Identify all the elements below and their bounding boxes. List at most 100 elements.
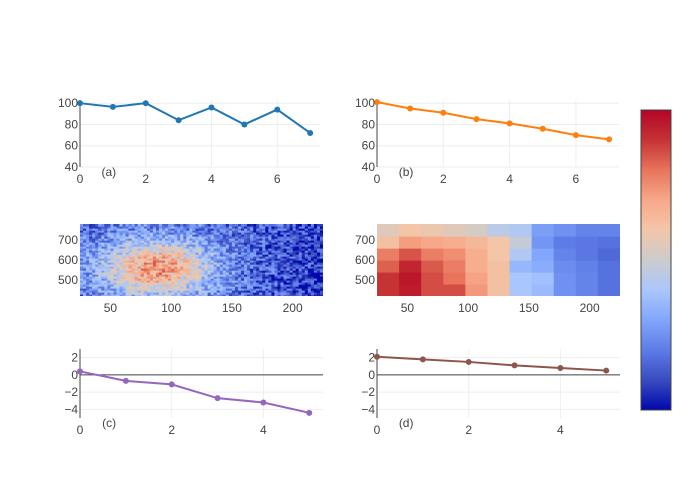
heatmap-cell [234,252,239,255]
heatmap-cell [228,242,233,245]
heatmap-cell [225,266,230,269]
heatmap-cell [240,276,245,279]
heatmap-cell [98,240,102,243]
heatmap-cell [265,238,269,241]
heatmap-cell [183,242,187,245]
heatmap-cell [192,278,197,281]
heatmap-cell [256,240,260,243]
heatmap-cell [137,280,142,283]
heatmap-cell [140,236,145,239]
heatmap-cell [319,268,323,271]
heatmap-cell [86,272,90,275]
heatmap-cell [207,280,212,283]
heatmap-cell [137,244,142,247]
heatmap-cell [189,280,193,283]
heatmap-cell [213,280,218,283]
data-point [122,377,129,384]
heatmap-cell [192,256,197,259]
heatmap-cell [304,266,309,269]
heatmap-cell [98,276,102,279]
heatmap-cell [250,232,254,235]
heatmap-cell [125,226,130,229]
heatmap-cell [101,226,105,229]
heatmap-cell [122,232,127,235]
heatmap-cell [146,282,151,285]
heatmap-cell [201,294,206,296]
heatmap-cell [295,282,300,285]
heatmap-cell [107,236,111,239]
heatmap-cell [128,236,133,239]
heatmap-cell [250,280,254,283]
heatmap-cell [168,246,172,249]
heatmap-cell [228,252,233,255]
heatmap-cell [158,262,163,265]
heatmap-cell [274,262,279,265]
heatmap-cell [110,234,115,237]
heatmap-cell [304,286,309,289]
heatmap-cell [234,264,239,267]
heatmap-cell [253,256,257,259]
heatmap-cell [247,258,251,261]
y-tick-label: 600 [355,253,375,267]
heatmap-cell [204,234,209,237]
heatmap-cell [289,250,294,253]
heatmap-cell [268,268,272,271]
heatmap-cell [253,234,257,237]
heatmap-cell [295,266,300,269]
heatmap-cell [262,244,266,247]
heatmap-cell [171,244,175,247]
heatmap-cell [295,234,300,237]
heatmap-cell [152,292,157,295]
heatmap-cell [128,280,133,283]
heatmap-cell [143,262,148,265]
heatmap-cell [207,238,212,241]
heatmap-cell [146,276,151,279]
heatmap-cell [134,278,139,281]
heatmap-cell [234,282,239,285]
heatmap-cell [509,260,533,273]
heatmap-cell [101,286,105,289]
heatmap-cell [213,242,218,245]
heatmap-cell [307,260,312,263]
heatmap-cell [244,258,248,261]
heatmap-cell [152,264,157,267]
heatmap-cell [280,286,285,289]
heatmap-cell [207,286,212,289]
heatmap-cell [131,242,136,245]
heatmap-cell [575,284,599,296]
heatmap-cell [168,274,172,277]
heatmap-cell [262,286,266,289]
heatmap-cell [256,292,260,295]
heatmap-cell [174,238,178,241]
heatmap-cell [165,254,169,257]
heatmap-cell [277,248,282,251]
heatmap-cell [295,288,300,291]
heatmap-cell [152,294,157,296]
heatmap-cell [113,290,118,293]
heatmap-cell [207,276,212,279]
heatmap-cell [89,230,93,233]
heatmap-cell [244,286,248,289]
heatmap-cell [228,260,233,263]
heatmap-cell [250,262,254,265]
heatmap-cell [210,294,215,296]
heatmap-cell [140,284,145,287]
heatmap-cell [277,272,282,275]
heatmap-cell [271,260,275,263]
heatmap-cell [280,276,285,279]
heatmap-cell [316,244,321,247]
heatmap-cell [292,230,297,233]
heatmap-cell [192,250,197,253]
subplot-e: (c)0 2 4−4−202 [64,349,323,437]
heatmap-cell [192,276,197,279]
heatmap-cell [204,270,209,273]
heatmap-cell [268,288,272,291]
annotation-label: (c) [102,416,116,430]
heatmap-cell [289,256,294,259]
heatmap-cell [171,278,175,281]
heatmap-cell [174,292,178,295]
heatmap-cell [304,228,309,231]
heatmap-cell [216,250,221,253]
heatmap-cell [313,274,318,277]
heatmap-cell [289,246,294,249]
